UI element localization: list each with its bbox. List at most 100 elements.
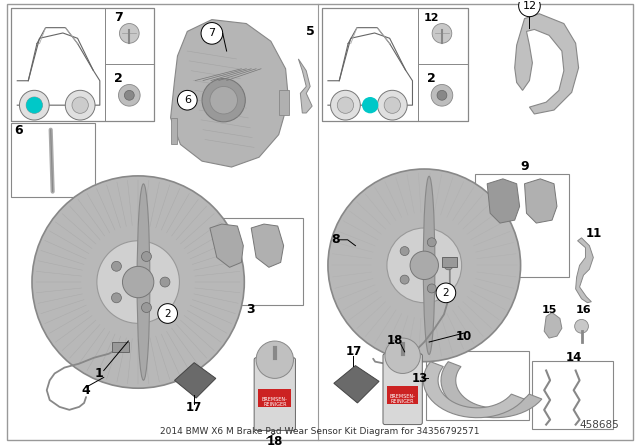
Circle shape xyxy=(118,85,140,106)
Circle shape xyxy=(65,90,95,120)
Bar xyxy=(426,351,529,420)
Circle shape xyxy=(202,78,245,122)
FancyBboxPatch shape xyxy=(254,358,296,431)
Text: 17: 17 xyxy=(346,345,362,358)
Polygon shape xyxy=(298,59,312,113)
Text: 12: 12 xyxy=(522,1,536,11)
Circle shape xyxy=(124,90,134,100)
Text: 13: 13 xyxy=(412,372,428,385)
Circle shape xyxy=(431,85,452,106)
Circle shape xyxy=(437,90,447,100)
Polygon shape xyxy=(171,20,289,167)
Circle shape xyxy=(337,97,354,113)
Bar xyxy=(476,174,569,277)
Text: 6: 6 xyxy=(14,124,22,137)
Circle shape xyxy=(328,169,520,362)
Bar xyxy=(12,123,95,197)
Bar xyxy=(442,258,457,267)
Polygon shape xyxy=(515,14,579,114)
Circle shape xyxy=(120,24,139,43)
Polygon shape xyxy=(575,238,593,303)
Text: 11: 11 xyxy=(585,228,602,241)
Circle shape xyxy=(160,277,170,287)
Text: BREMSEN-
REINIGER: BREMSEN- REINIGER xyxy=(262,396,288,407)
Circle shape xyxy=(141,252,152,262)
Text: 2: 2 xyxy=(114,72,123,85)
Circle shape xyxy=(26,97,42,113)
Text: 4: 4 xyxy=(82,383,90,396)
Bar xyxy=(258,389,291,407)
Circle shape xyxy=(158,304,177,323)
Circle shape xyxy=(378,90,407,120)
Circle shape xyxy=(444,261,453,270)
Circle shape xyxy=(210,86,237,114)
Circle shape xyxy=(111,261,122,271)
Bar xyxy=(322,8,467,121)
Bar xyxy=(12,8,154,121)
Text: 18: 18 xyxy=(267,435,283,448)
Circle shape xyxy=(111,293,122,303)
Text: 16: 16 xyxy=(576,305,591,314)
Polygon shape xyxy=(210,224,243,267)
Bar xyxy=(111,342,129,352)
Circle shape xyxy=(436,283,456,303)
Text: 1: 1 xyxy=(95,367,103,380)
Text: 2: 2 xyxy=(164,309,171,319)
Circle shape xyxy=(387,228,461,303)
Circle shape xyxy=(428,284,436,293)
Polygon shape xyxy=(525,179,557,223)
Circle shape xyxy=(26,97,42,113)
Circle shape xyxy=(362,97,378,113)
Text: 15: 15 xyxy=(541,305,557,314)
FancyBboxPatch shape xyxy=(383,354,422,425)
Circle shape xyxy=(410,251,438,280)
Text: 8: 8 xyxy=(332,233,340,246)
Bar xyxy=(197,218,303,305)
Text: 17: 17 xyxy=(186,401,202,414)
Text: 12: 12 xyxy=(424,13,439,23)
Polygon shape xyxy=(334,366,379,403)
Circle shape xyxy=(32,176,244,388)
Ellipse shape xyxy=(423,176,435,354)
Text: 7: 7 xyxy=(208,28,216,39)
Text: 10: 10 xyxy=(456,330,472,343)
Text: 18: 18 xyxy=(387,334,403,347)
Circle shape xyxy=(122,267,154,298)
Polygon shape xyxy=(423,362,524,418)
Circle shape xyxy=(400,275,409,284)
Polygon shape xyxy=(441,362,542,418)
Text: 3: 3 xyxy=(246,303,255,316)
Circle shape xyxy=(428,238,436,247)
Circle shape xyxy=(575,319,588,333)
Circle shape xyxy=(201,22,223,44)
Polygon shape xyxy=(251,224,284,267)
Text: 5: 5 xyxy=(306,25,314,38)
Text: 2: 2 xyxy=(443,288,449,298)
Polygon shape xyxy=(175,362,216,398)
Text: 9: 9 xyxy=(520,159,529,172)
Polygon shape xyxy=(487,179,520,223)
Polygon shape xyxy=(171,118,177,144)
Text: 458685: 458685 xyxy=(579,421,619,431)
Circle shape xyxy=(19,90,49,120)
Bar xyxy=(12,8,105,121)
Circle shape xyxy=(432,24,452,43)
Text: 7: 7 xyxy=(114,11,123,24)
Bar xyxy=(387,386,419,404)
Bar xyxy=(322,8,419,121)
Circle shape xyxy=(518,0,540,17)
Circle shape xyxy=(385,338,420,374)
Circle shape xyxy=(177,90,197,110)
Text: 6: 6 xyxy=(184,95,191,105)
Bar xyxy=(419,8,467,121)
Text: 14: 14 xyxy=(566,351,582,364)
Text: 2: 2 xyxy=(427,72,436,85)
Circle shape xyxy=(141,302,152,313)
Circle shape xyxy=(400,246,409,255)
Ellipse shape xyxy=(137,184,150,380)
Circle shape xyxy=(72,97,88,113)
Bar xyxy=(532,361,613,430)
Text: BREMSEN-
REINIGER: BREMSEN- REINIGER xyxy=(390,394,415,405)
Circle shape xyxy=(256,341,294,379)
Bar xyxy=(105,8,154,121)
